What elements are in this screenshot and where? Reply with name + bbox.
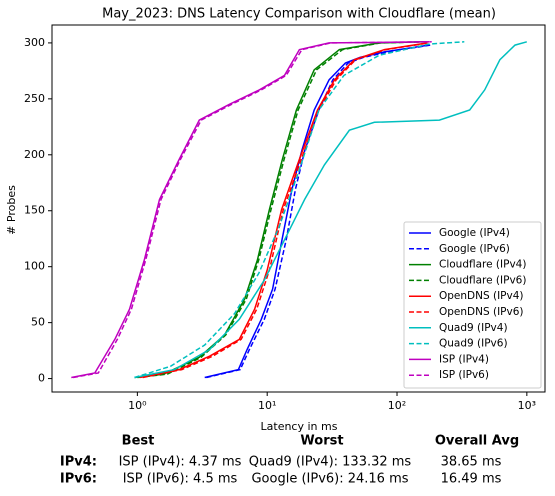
- legend-label: ISP (IPv4): [439, 353, 489, 365]
- x-tick-label: 10⁰: [128, 399, 147, 412]
- legend-label: OpenDNS (IPv6): [439, 306, 524, 318]
- series-line: [72, 41, 432, 379]
- summary-header: Overall Avg: [435, 434, 519, 449]
- legend-label: Google (IPv4): [439, 227, 510, 239]
- x-tick-label: 10¹: [258, 399, 276, 412]
- summary-cell: 16.49 ms: [441, 472, 502, 487]
- plot-frame: [51, 24, 546, 393]
- x-axis-label: Latency in ms: [261, 420, 338, 433]
- legend-label: ISP (IPv6): [439, 369, 489, 381]
- summary-cell: ISP (IPv6): 4.5 ms: [123, 472, 238, 487]
- legend-label: Quad9 (IPv4): [439, 322, 508, 334]
- summary-header: Best: [122, 434, 155, 449]
- summary-row-label: IPv4:: [60, 455, 97, 470]
- summary-cell: Quad9 (IPv4): 133.32 ms: [249, 455, 412, 470]
- summary-cell: 38.65 ms: [441, 455, 502, 470]
- legend-label: Cloudflare (IPv6): [439, 274, 526, 286]
- series-line: [137, 41, 427, 379]
- y-tick-label: 0: [38, 372, 45, 385]
- y-tick-label: 100: [24, 260, 45, 273]
- y-tick-label: 150: [24, 204, 45, 217]
- series-line: [142, 42, 430, 379]
- y-tick-label: 200: [24, 148, 45, 161]
- y-axis-label: # Probes: [5, 185, 18, 235]
- series-line: [204, 44, 429, 379]
- legend-label: Google (IPv6): [439, 243, 510, 255]
- series-line: [139, 42, 428, 379]
- y-tick-label: 50: [31, 316, 45, 329]
- summary-row-label: IPv6:: [60, 472, 97, 487]
- legend-label: Cloudflare (IPv4): [439, 259, 526, 271]
- legend-label: OpenDNS (IPv4): [439, 290, 524, 302]
- series-line: [134, 41, 465, 379]
- series-line: [206, 44, 431, 379]
- chart-title: May_2023: DNS Latency Comparison with Cl…: [102, 7, 496, 22]
- summary-cell: Google (IPv6): 24.16 ms: [251, 472, 408, 487]
- plot-lines: [71, 41, 528, 379]
- x-tick-label: 10²: [388, 399, 406, 412]
- legend-box: [403, 221, 542, 389]
- series-line: [134, 41, 528, 379]
- y-tick-label: 250: [24, 92, 45, 105]
- series-line: [134, 41, 425, 379]
- summary-header: Worst: [300, 434, 343, 449]
- x-tick-label: 10³: [518, 399, 536, 412]
- legend-label: Quad9 (IPv6): [439, 338, 508, 350]
- y-tick-label: 300: [24, 36, 45, 49]
- series-line: [71, 41, 430, 379]
- summary-cell: ISP (IPv4): 4.37 ms: [119, 455, 242, 470]
